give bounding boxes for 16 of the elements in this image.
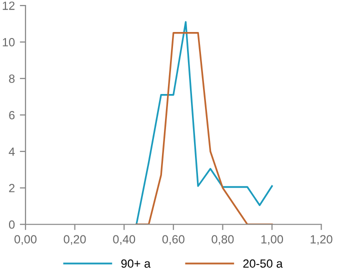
legend-label: 20-50 a bbox=[243, 259, 283, 268]
x-tick-label: 1,20 bbox=[310, 235, 332, 245]
x-tick-label: 0,40 bbox=[113, 235, 136, 245]
legend-label: 90+ a bbox=[121, 259, 151, 268]
y-tick-label: 10 bbox=[2, 38, 15, 46]
x-tick-label: 0,80 bbox=[212, 235, 234, 245]
y-tick-label: 12 bbox=[2, 2, 14, 10]
x-tick-label: 0,00 bbox=[14, 235, 37, 245]
x-tick-label: 0,20 bbox=[64, 235, 86, 245]
y-tick-label: 8 bbox=[9, 74, 15, 83]
x-tick-label: 0,60 bbox=[162, 235, 184, 245]
y-tick-label: 4 bbox=[8, 148, 15, 156]
x-tick-label: 1,00 bbox=[261, 235, 284, 245]
y-tick-label: 6 bbox=[9, 110, 15, 120]
y-tick-label: 2 bbox=[9, 184, 14, 192]
y-tick-label: 0 bbox=[8, 220, 15, 229]
